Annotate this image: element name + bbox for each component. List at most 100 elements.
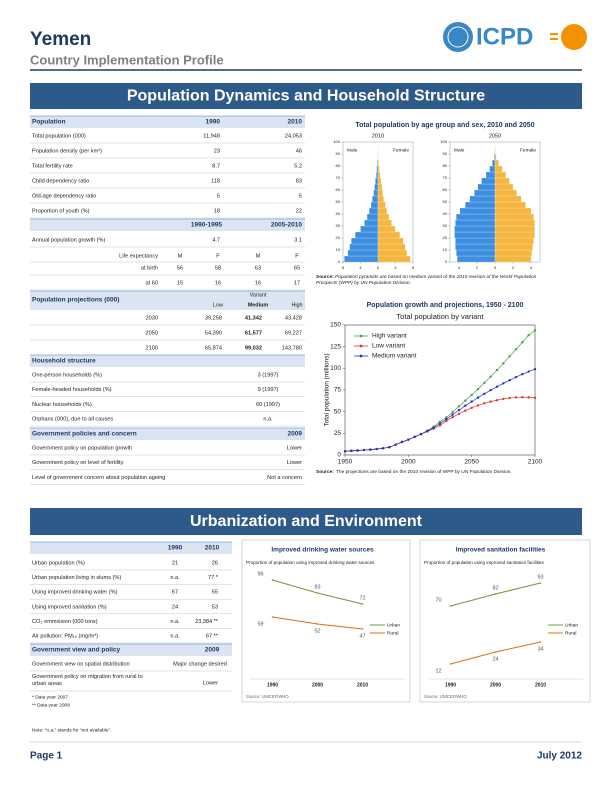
series-marker [514, 375, 518, 379]
cell-value: 77 * [208, 575, 219, 581]
cell-value: 43,428 [285, 315, 302, 321]
female-bar [494, 177, 510, 185]
female-bar [377, 225, 396, 233]
male-bar [454, 225, 496, 233]
x-tick-label: 4 [359, 265, 362, 270]
cell-value: n.a. [170, 633, 180, 639]
female-bar [377, 255, 411, 263]
cell-value: 56 [177, 265, 183, 271]
series-point [539, 641, 542, 643]
cell-value: 55 [212, 590, 218, 596]
series-marker [521, 395, 524, 399]
cell-value: 17 [294, 280, 300, 286]
row-label: Air pollution: PM₁₀ (mg/m³) [32, 633, 98, 639]
series-marker [445, 416, 448, 419]
female-bar [494, 255, 532, 263]
female-bar [494, 195, 522, 203]
y-tick-label: 60 [443, 187, 448, 192]
data-label: 59 [257, 621, 263, 627]
row-label: 2030 [146, 315, 158, 321]
legend-marker [359, 344, 363, 348]
row-band [30, 291, 305, 310]
series-point [271, 579, 274, 581]
pyramid-label: 2010 [372, 133, 384, 139]
series-marker [495, 385, 499, 388]
data-label: 34 [537, 646, 543, 652]
logo-text: ICPD [476, 23, 533, 50]
row-band [30, 355, 305, 367]
series-marker [451, 410, 454, 414]
series-point [271, 616, 274, 618]
male-bar [459, 207, 496, 215]
un-emblem-ring [447, 26, 469, 48]
series-marker [533, 396, 537, 400]
male-bar [369, 207, 379, 215]
female-bar [494, 237, 534, 245]
female-bar [377, 201, 386, 209]
row-band [30, 116, 305, 128]
cell-value: n.a. [170, 575, 180, 581]
male-bar [465, 201, 496, 209]
y-axis-label: Total population (millions) [324, 353, 331, 426]
series-marker [495, 398, 499, 402]
column-header: M [256, 253, 261, 259]
male-bar [351, 237, 379, 245]
y-tick-label: 50 [334, 408, 342, 415]
x-tick-label: 8 [342, 265, 345, 270]
x-tick-label: 2000 [401, 459, 416, 466]
chart-title: Population growth and projections, 1950 … [367, 302, 524, 309]
series-marker [527, 334, 530, 337]
male-bar [474, 189, 496, 197]
row-band [30, 644, 232, 656]
cell-value: 16 [215, 280, 221, 286]
column-header: F [216, 253, 220, 259]
cell-value: 61,577 [245, 330, 262, 336]
series-point [539, 582, 542, 584]
cell-value: 4.7 [212, 237, 220, 243]
female-bar [377, 171, 381, 179]
y-tick-label: 0 [338, 259, 341, 264]
row-label: Population density (per km²) [32, 148, 102, 154]
y-tick-label: 125 [330, 343, 341, 350]
male-bar [372, 195, 379, 203]
data-label: 83 [314, 584, 320, 590]
row-label: Level of government concern about popula… [32, 475, 165, 481]
x-tick-label: 1990 [445, 682, 456, 688]
cell-value: 3 (1997) [258, 372, 279, 378]
page-title: Yemen [30, 29, 91, 50]
data-label: 52 [314, 628, 320, 634]
legend-label: Urban [565, 622, 578, 628]
series-marker [356, 449, 359, 452]
section-title: Urbanization and Environment [190, 513, 423, 530]
row-label: Government view on spatial distribution [32, 661, 130, 667]
female-bar [377, 177, 382, 185]
y-tick-label: 0 [337, 452, 341, 459]
source-text: Population pyramids are based on medium … [316, 275, 537, 286]
legend-label: Rural [387, 630, 398, 636]
cell-value: 67 ** [206, 633, 219, 639]
series-marker [527, 396, 530, 399]
series-marker [362, 448, 366, 452]
y-tick-label: 25 [334, 430, 342, 437]
row-label: CO₂ emmission (000 tons) [32, 619, 98, 625]
series-marker [438, 422, 442, 425]
male-bar [481, 177, 496, 185]
female-bar [377, 243, 406, 251]
cell-value: 99,032 [245, 345, 262, 351]
series-marker [502, 362, 505, 365]
y-tick-label: 60 [336, 187, 341, 192]
legend-label: Urban [387, 622, 400, 628]
male-bar [456, 249, 496, 257]
y-tick-label: 150 [330, 322, 341, 329]
footnote: ** Data year 2008 [32, 702, 70, 708]
row-label: Annual population growth (%) [32, 237, 106, 243]
y-tick-label: 90 [443, 151, 448, 156]
row-label: Old-age dependency ratio [32, 193, 96, 199]
female-bar [377, 183, 383, 191]
male-bar [364, 219, 379, 227]
y-tick-label: 0 [445, 259, 448, 264]
series-marker [508, 355, 511, 358]
cell-value: 143,780 [282, 345, 302, 351]
